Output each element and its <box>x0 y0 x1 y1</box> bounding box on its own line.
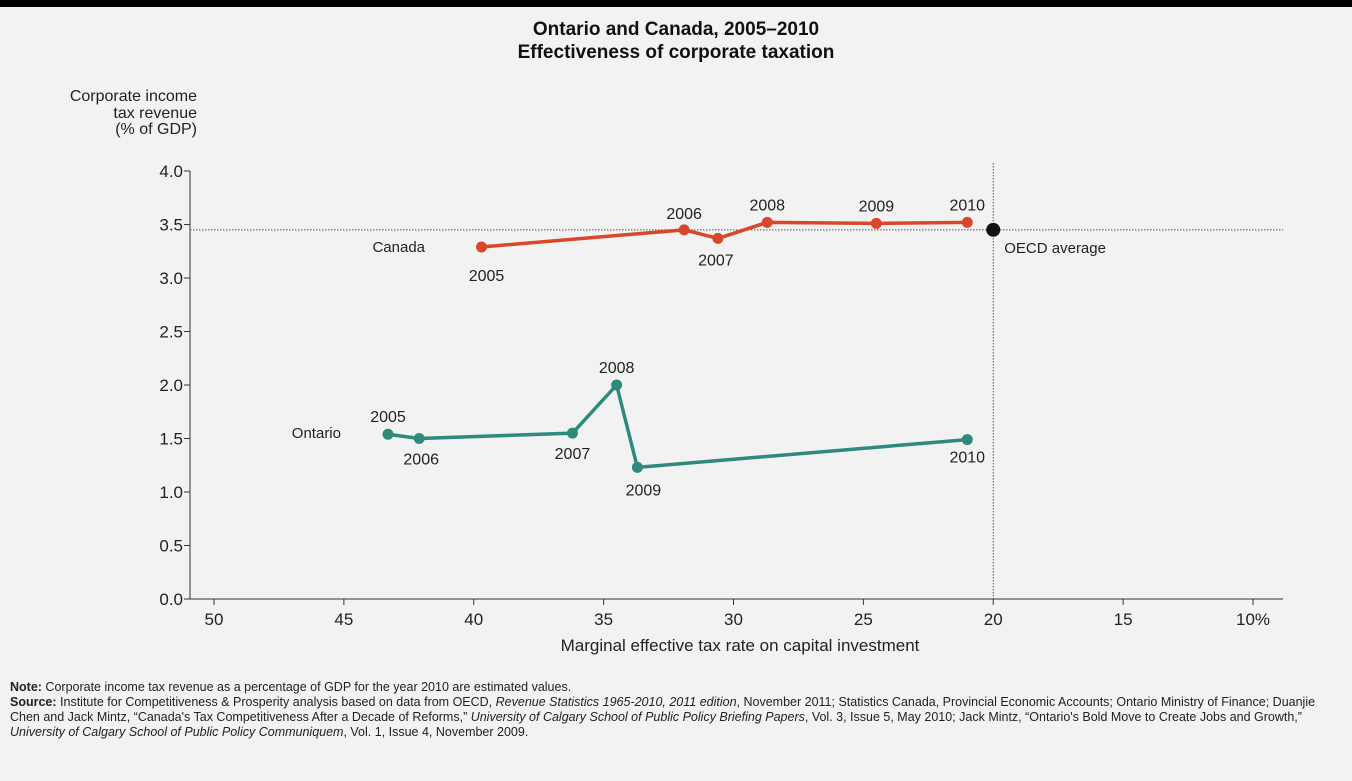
source-text-c: , November 2011; Statistics Canada, Prov… <box>10 695 1316 724</box>
data-point <box>961 216 973 228</box>
x-tick-label: 45 <box>334 610 353 629</box>
x-tick-label: 15 <box>1114 610 1133 629</box>
x-tick-label: 10% <box>1236 610 1270 629</box>
y-axis-ticks: 0.0 0.5 1.0 1.5 2.0 2.5 3.0 3.5 4.0 <box>159 162 190 609</box>
note-line: Note: Corporate income tax revenue as a … <box>10 680 1335 695</box>
chart-title: Ontario and Canada, 2005–2010 <box>532 19 820 40</box>
data-point-label: 2009 <box>859 198 895 215</box>
oecd-average-label: OECD average <box>1004 240 1106 257</box>
source-label: Source: <box>10 695 57 709</box>
y-tick-label: 3.0 <box>159 269 183 288</box>
data-point-label: 2005 <box>370 409 406 426</box>
y-tick-label: 2.5 <box>159 323 183 342</box>
source-text-f: University of Calgary School of Public P… <box>10 725 344 739</box>
source-text-a: Institute for Competitiveness & Prosperi… <box>56 695 496 709</box>
reference-lines: OECD average <box>190 163 1283 599</box>
y-tick-label: 0.0 <box>159 590 183 609</box>
y-tick-label: 3.5 <box>159 216 183 235</box>
source-text-g: , Vol. 1, Issue 4, November 2009. <box>343 725 529 739</box>
source-text-b: Revenue Statistics 1965-2010, 2011 editi… <box>495 695 737 709</box>
x-tick-label: 40 <box>464 610 483 629</box>
data-point-label: 2008 <box>599 360 635 377</box>
x-tick-label: 50 <box>205 610 224 629</box>
data-point <box>611 379 623 391</box>
note-label: Note: <box>10 680 42 694</box>
data-point <box>382 428 394 440</box>
x-tick-label: 30 <box>724 610 743 629</box>
source-text-d: University of Calgary School of Public P… <box>470 710 805 724</box>
y-tick-label: 0.5 <box>159 537 183 556</box>
y-tick-label: 4.0 <box>159 162 183 181</box>
data-point-label: 2009 <box>626 482 662 499</box>
series-name-label: Canada <box>372 239 425 256</box>
data-point <box>678 224 690 236</box>
series-line-canada <box>481 220 968 249</box>
data-point <box>870 217 882 229</box>
series-ontario: 2005 2006 2007 2008 2009 2010 Ontario <box>292 360 985 499</box>
data-point <box>712 232 724 244</box>
data-point-label: 2006 <box>403 452 439 469</box>
x-tick-label: 20 <box>984 610 1003 629</box>
chart-subtitle: Effectiveness of corporate taxation <box>517 42 835 63</box>
chart-title-block: Ontario and Canada, 2005–2010 Effectiven… <box>0 18 1352 64</box>
data-point-label: 2010 <box>949 197 985 214</box>
axes <box>189 171 1283 600</box>
top-border <box>0 0 1352 7</box>
x-tick-label: 25 <box>854 610 873 629</box>
series-name-label: Ontario <box>292 425 341 442</box>
notes-block: Note: Corporate income tax revenue as a … <box>10 680 1335 740</box>
y-tick-label: 1.0 <box>159 483 183 502</box>
series-canada: 2005 2006 2007 2008 2009 2010 Canada <box>372 197 985 285</box>
data-point <box>631 461 643 473</box>
y-axis-label-line: (% of GDP) <box>115 121 197 138</box>
note-text: Corporate income tax revenue as a percen… <box>41 680 572 694</box>
data-point-label: 2008 <box>749 197 785 214</box>
data-point <box>476 241 488 253</box>
data-point <box>566 427 578 439</box>
y-axis-label-line: tax revenue <box>113 105 197 122</box>
x-tick-label: 35 <box>594 610 613 629</box>
x-axis-label: Marginal effective tax rate on capital i… <box>561 636 920 655</box>
source-text-e: , Vol. 3, Issue 5, May 2010; Jack Mintz,… <box>804 710 1302 724</box>
data-point <box>961 434 973 446</box>
data-point-label: 2007 <box>698 252 734 269</box>
data-point-label: 2005 <box>469 268 505 285</box>
data-point <box>761 216 773 228</box>
data-point-label: 2007 <box>555 446 591 463</box>
y-tick-label: 2.0 <box>159 376 183 395</box>
series-line-ontario <box>387 383 968 470</box>
oecd-average-point <box>986 222 1001 237</box>
data-point-label: 2010 <box>949 450 985 467</box>
x-axis-ticks: 50 45 40 35 30 25 20 15 10% <box>205 599 1270 629</box>
data-point-label: 2006 <box>666 206 702 223</box>
y-axis-label-line: Corporate income <box>70 88 197 105</box>
data-point <box>413 433 425 444</box>
y-tick-label: 1.5 <box>159 430 183 449</box>
source-line: Source: Institute for Competitiveness & … <box>10 695 1335 740</box>
